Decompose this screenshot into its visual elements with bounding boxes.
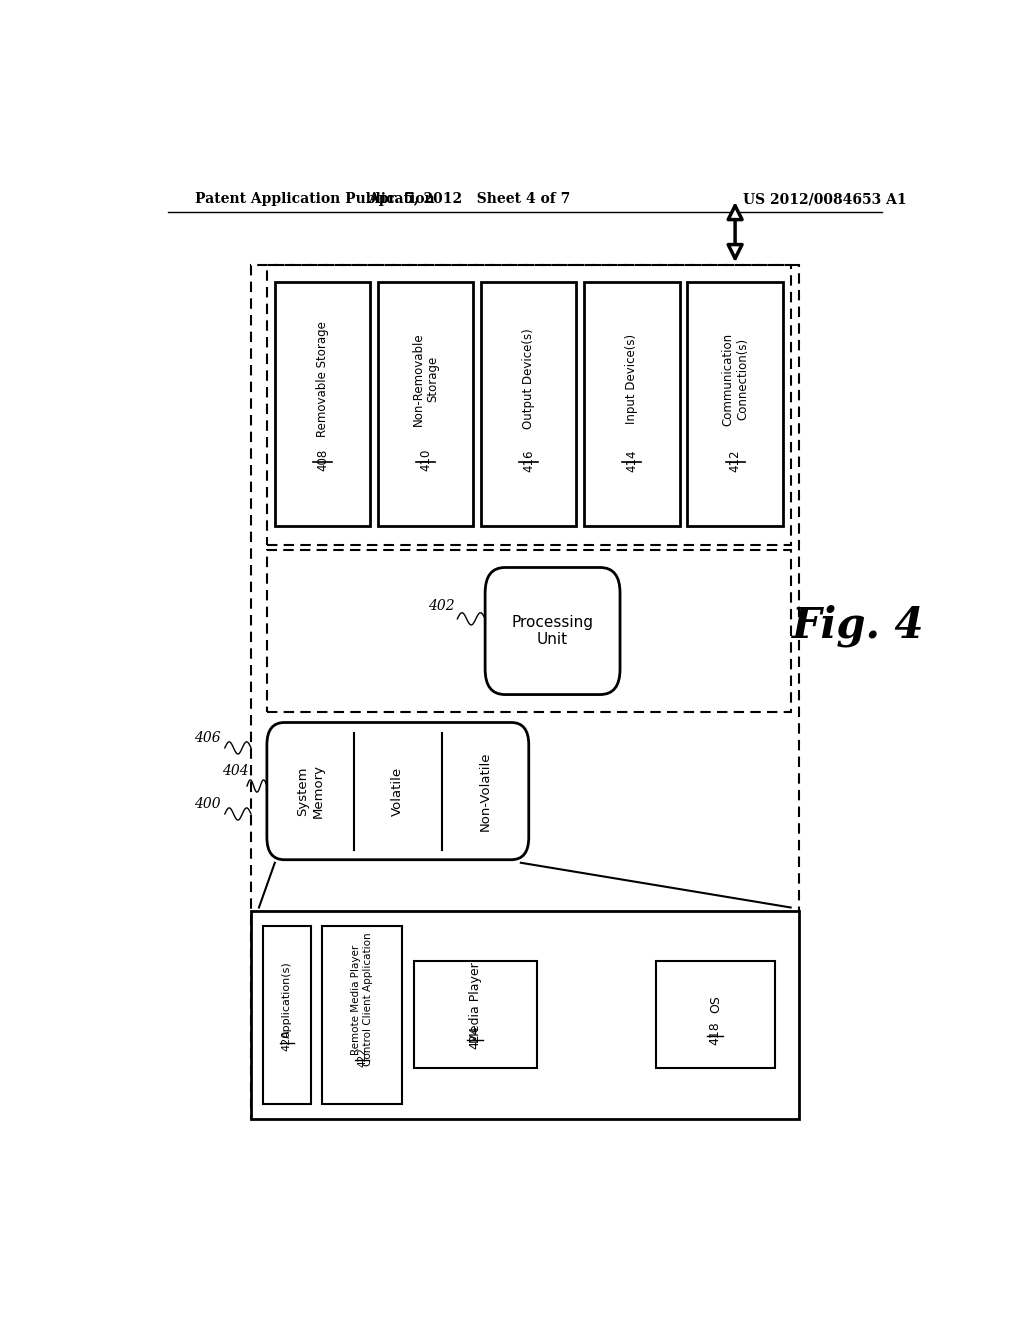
Text: Media Player: Media Player [469,962,481,1043]
Text: Application(s): Application(s) [282,961,292,1038]
Text: 416: 416 [522,449,536,471]
Bar [267,265,791,545]
Text: Processing
Unit: Processing Unit [512,615,594,647]
Text: 422: 422 [357,1048,368,1068]
Text: 410: 410 [419,449,432,471]
Text: Non-Removable
Storage: Non-Removable Storage [412,333,439,426]
Text: 420: 420 [282,1030,292,1051]
Bar [655,961,775,1068]
Text: Volatile: Volatile [391,767,404,816]
Text: 424: 424 [469,1026,481,1049]
Bar [274,282,370,527]
Bar [263,925,310,1104]
FancyBboxPatch shape [267,722,528,859]
FancyBboxPatch shape [485,568,620,694]
Bar [414,961,537,1068]
Text: Remote Media Player
Control Client Application: Remote Media Player Control Client Appli… [351,933,373,1067]
Text: Patent Application Publication: Patent Application Publication [196,191,435,206]
Text: OS: OS [709,995,722,1014]
Text: 408: 408 [316,449,329,471]
Text: US 2012/0084653 A1: US 2012/0084653 A1 [743,191,906,206]
Text: 404: 404 [222,764,249,777]
Text: Fig. 4: Fig. 4 [792,605,925,647]
Text: Communication
Connection(s): Communication Connection(s) [721,333,750,425]
Text: Output Device(s): Output Device(s) [522,329,536,429]
Bar [585,282,680,527]
Text: Removable Storage: Removable Storage [316,321,329,437]
Bar [378,282,473,527]
Text: 414: 414 [626,449,638,471]
Bar [267,549,791,713]
Text: 412: 412 [729,449,741,471]
Text: 406: 406 [194,731,221,744]
Bar [251,911,799,1119]
Bar [687,282,782,527]
Text: Non-Volatile: Non-Volatile [478,751,492,830]
Text: System
Memory: System Memory [297,764,325,818]
Text: 418: 418 [709,1022,722,1045]
Bar [323,925,401,1104]
Text: Input Device(s): Input Device(s) [626,334,638,424]
Text: 400: 400 [194,797,221,810]
Text: Apr. 5, 2012   Sheet 4 of 7: Apr. 5, 2012 Sheet 4 of 7 [368,191,570,206]
Bar [481,282,577,527]
Bar [251,265,799,1119]
Text: 402: 402 [428,598,455,612]
